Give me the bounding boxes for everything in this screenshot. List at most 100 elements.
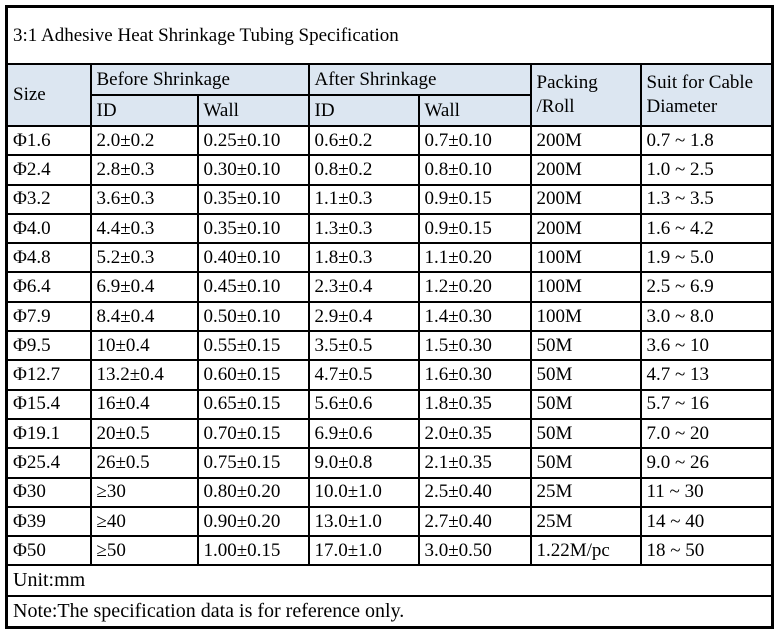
table-row: Φ4.0 4.4±0.3 0.35±0.10 1.3±0.3 0.9±0.15 … — [5, 212, 774, 245]
before-wall-cell: 0.55±0.15 — [196, 330, 310, 362]
table-row: Φ1.6 2.0±0.2 0.25±0.10 0.6±0.2 0.7±0.10 … — [5, 124, 774, 157]
cable-range-cell: 11 ~ 30 — [639, 476, 774, 508]
cable-range-cell: 4.7 ~ 13 — [639, 359, 774, 391]
before-id-cell: 10±0.4 — [89, 330, 199, 362]
packing-cell: 50M — [529, 388, 642, 420]
size-cell: Φ6.4 — [5, 271, 92, 303]
col-header-packing-roll: Packing/Roll — [529, 63, 642, 127]
after-wall-cell: 1.2±0.20 — [417, 271, 532, 303]
table-row: Φ6.4 6.9±0.4 0.45±0.10 2.3±0.4 1.2±0.20 … — [5, 271, 774, 303]
col-header-after-wall: Wall — [417, 94, 532, 127]
size-cell: Φ4.8 — [5, 242, 92, 274]
col-header-size: Size — [5, 63, 92, 127]
unit-note: Unit:mm — [5, 564, 774, 598]
table-row: Φ4.8 5.2±0.3 0.40±0.10 1.8±0.3 1.1±0.20 … — [5, 242, 774, 274]
after-id-cell: 5.6±0.6 — [307, 388, 420, 420]
cable-range-cell: 1.3 ~ 3.5 — [639, 183, 774, 215]
packing-label-line1: Packing — [536, 72, 598, 94]
cable-range-cell: 1.0 ~ 2.5 — [639, 154, 774, 186]
before-id-cell: 2.8±0.3 — [89, 154, 199, 186]
table-row: Φ30 ≥30 0.80±0.20 10.0±1.0 2.5±0.40 25M … — [5, 476, 774, 508]
after-id-cell: 0.8±0.2 — [307, 154, 420, 186]
packing-cell: 25M — [529, 476, 642, 508]
table-row: Φ19.1 20±0.5 0.70±0.15 6.9±0.6 2.0±0.35 … — [5, 417, 774, 450]
packing-cell: 200M — [529, 154, 642, 186]
cable-range-cell: 5.7 ~ 16 — [639, 388, 774, 420]
size-cell: Φ39 — [5, 505, 92, 538]
before-id-cell: 3.6±0.3 — [89, 183, 199, 215]
after-id-cell: 3.5±0.5 — [307, 330, 420, 362]
before-id-cell: 26±0.5 — [89, 447, 199, 479]
packing-cell: 100M — [529, 271, 642, 303]
before-wall-cell: 0.35±0.10 — [196, 212, 310, 245]
before-wall-cell: 1.00±0.15 — [196, 535, 310, 567]
before-wall-cell: 0.65±0.15 — [196, 388, 310, 420]
packing-cell: 50M — [529, 417, 642, 450]
before-wall-cell: 0.70±0.15 — [196, 417, 310, 450]
table-row: Φ3.2 3.6±0.3 0.35±0.10 1.1±0.3 0.9±0.15 … — [5, 183, 774, 215]
after-wall-cell: 0.8±0.10 — [417, 154, 532, 186]
cable-range-cell: 18 ~ 50 — [639, 535, 774, 567]
size-cell: Φ30 — [5, 476, 92, 508]
before-wall-cell: 0.90±0.20 — [196, 505, 310, 538]
before-id-cell: ≥30 — [89, 476, 199, 508]
after-id-cell: 2.9±0.4 — [307, 300, 420, 333]
packing-cell: 100M — [529, 242, 642, 274]
cable-range-cell: 3.6 ~ 10 — [639, 330, 774, 362]
before-id-cell: 5.2±0.3 — [89, 242, 199, 274]
before-id-cell: 4.4±0.3 — [89, 212, 199, 245]
page-title: 3:1 Adhesive Heat Shrinkage Tubing Speci… — [5, 5, 774, 65]
before-id-cell: 20±0.5 — [89, 417, 199, 450]
spec-table: 3:1 Adhesive Heat Shrinkage Tubing Speci… — [5, 5, 775, 630]
col-header-cable-diameter: Suit for Cable Diameter — [639, 63, 774, 127]
before-wall-cell: 0.75±0.15 — [196, 447, 310, 479]
before-wall-cell: 0.30±0.10 — [196, 154, 310, 186]
size-cell: Φ15.4 — [5, 388, 92, 420]
before-wall-cell: 0.40±0.10 — [196, 242, 310, 274]
after-wall-cell: 3.0±0.50 — [417, 535, 532, 567]
cable-range-cell: 9.0 ~ 26 — [639, 447, 774, 479]
packing-cell: 50M — [529, 359, 642, 391]
size-cell: Φ3.2 — [5, 183, 92, 215]
table-row: Φ7.9 8.4±0.4 0.50±0.10 2.9±0.4 1.4±0.30 … — [5, 300, 774, 333]
size-cell: Φ7.9 — [5, 300, 92, 333]
packing-cell: 25M — [529, 505, 642, 538]
after-id-cell: 17.0±1.0 — [307, 535, 420, 567]
before-id-cell: 13.2±0.4 — [89, 359, 199, 391]
after-id-cell: 10.0±1.0 — [307, 476, 420, 508]
size-cell: Φ19.1 — [5, 417, 92, 450]
cable-range-cell: 1.6 ~ 4.2 — [639, 212, 774, 245]
reference-note: Note:The specification data is for refer… — [5, 595, 774, 629]
after-wall-cell: 1.5±0.30 — [417, 330, 532, 362]
packing-label-line2: /Roll — [536, 96, 575, 117]
before-wall-cell: 0.25±0.10 — [196, 124, 310, 157]
cable-range-cell: 3.0 ~ 8.0 — [639, 300, 774, 333]
after-id-cell: 1.1±0.3 — [307, 183, 420, 215]
after-id-cell: 13.0±1.0 — [307, 505, 420, 538]
suit-label-line1: Suit for Cable — [646, 72, 754, 94]
packing-cell: 50M — [529, 330, 642, 362]
header-row-groups: Size Before Shrinkage After Shrinkage Pa… — [5, 63, 774, 127]
col-header-after-shrinkage: After Shrinkage — [307, 63, 532, 96]
after-id-cell: 2.3±0.4 — [307, 271, 420, 303]
after-wall-cell: 2.7±0.40 — [417, 505, 532, 538]
packing-cell: 200M — [529, 183, 642, 215]
size-cell: Φ12.7 — [5, 359, 92, 391]
col-header-after-id: ID — [307, 94, 420, 127]
packing-cell: 1.22M/pc — [529, 535, 642, 567]
before-wall-cell: 0.60±0.15 — [196, 359, 310, 391]
before-wall-cell: 0.35±0.10 — [196, 183, 310, 215]
after-id-cell: 1.3±0.3 — [307, 212, 420, 245]
unit-row: Unit:mm — [5, 564, 774, 598]
after-wall-cell: 1.4±0.30 — [417, 300, 532, 333]
cable-range-cell: 7.0 ~ 20 — [639, 417, 774, 450]
after-id-cell: 1.8±0.3 — [307, 242, 420, 274]
cable-range-cell: 1.9 ~ 5.0 — [639, 242, 774, 274]
before-wall-cell: 0.80±0.20 — [196, 476, 310, 508]
size-cell: Φ4.0 — [5, 212, 92, 245]
table-row: Φ39 ≥40 0.90±0.20 13.0±1.0 2.7±0.40 25M … — [5, 505, 774, 538]
packing-cell: 100M — [529, 300, 642, 333]
cable-range-cell: 2.5 ~ 6.9 — [639, 271, 774, 303]
before-id-cell: 2.0±0.2 — [89, 124, 199, 157]
size-cell: Φ9.5 — [5, 330, 92, 362]
